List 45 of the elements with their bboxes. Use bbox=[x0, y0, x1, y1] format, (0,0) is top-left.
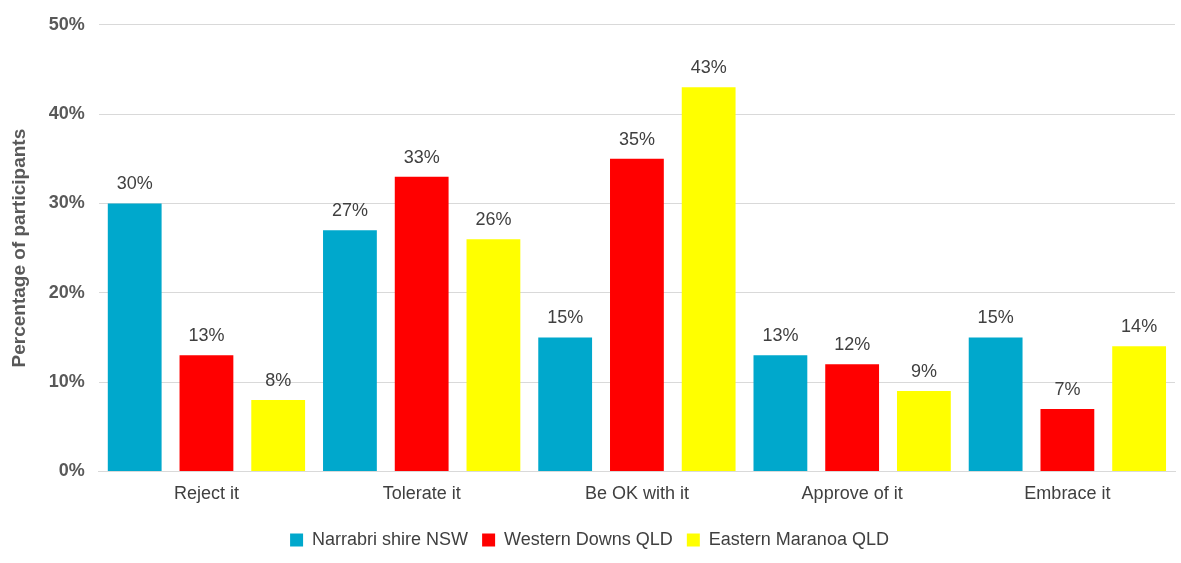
data-label: 33% bbox=[403, 146, 440, 167]
x-tick-label: Embrace it bbox=[1024, 483, 1111, 504]
y-tick-label: 40% bbox=[48, 103, 85, 124]
bar bbox=[538, 337, 593, 471]
x-tick-label: Be OK with it bbox=[584, 483, 689, 504]
bar bbox=[681, 87, 736, 471]
data-label: 30% bbox=[116, 173, 153, 194]
x-tick-label: Reject it bbox=[173, 483, 239, 504]
data-label: 8% bbox=[265, 369, 292, 390]
data-label: 26% bbox=[475, 209, 512, 230]
data-label: 27% bbox=[331, 200, 368, 221]
y-axis-title: Percentage of participants bbox=[7, 128, 29, 368]
data-label: 43% bbox=[690, 57, 727, 78]
x-tick-label: Approve of it bbox=[801, 483, 903, 504]
bar bbox=[394, 176, 449, 471]
x-tick-label: Tolerate it bbox=[382, 483, 461, 504]
bar bbox=[968, 337, 1023, 471]
data-label: 13% bbox=[762, 325, 799, 346]
bar bbox=[896, 391, 951, 471]
bar bbox=[466, 239, 521, 471]
data-label: 7% bbox=[1054, 378, 1081, 399]
y-tick-label: 50% bbox=[48, 13, 85, 34]
data-label: 15% bbox=[977, 307, 1014, 328]
data-label: 14% bbox=[1121, 316, 1158, 337]
data-label: 13% bbox=[188, 325, 225, 346]
bar bbox=[251, 399, 306, 471]
bar bbox=[323, 230, 377, 471]
bar bbox=[610, 158, 664, 471]
data-label: 9% bbox=[910, 360, 937, 381]
bar bbox=[753, 355, 808, 471]
legend-label: Narrabri shire NSW bbox=[312, 528, 469, 549]
y-tick-label: 0% bbox=[58, 460, 85, 481]
bar bbox=[107, 203, 162, 471]
bar bbox=[1040, 408, 1095, 471]
data-label: 15% bbox=[547, 307, 584, 328]
bar bbox=[179, 355, 234, 471]
data-label: 35% bbox=[618, 128, 655, 149]
bar bbox=[1112, 346, 1167, 471]
y-tick-label: 20% bbox=[48, 281, 85, 302]
bar bbox=[825, 364, 880, 471]
legend-label: Western Downs QLD bbox=[504, 528, 673, 549]
y-tick-label: 30% bbox=[48, 192, 85, 213]
y-tick-label: 10% bbox=[48, 371, 85, 392]
data-label: 12% bbox=[834, 334, 871, 355]
legend-label: Eastern Maranoa QLD bbox=[708, 528, 889, 549]
